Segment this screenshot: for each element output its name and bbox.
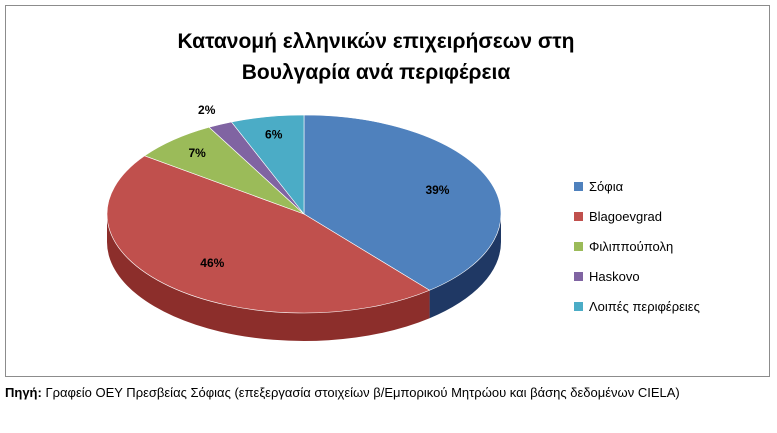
source-label: Πηγή: [5, 385, 42, 400]
chart-title-line-2: Βουλγαρία ανά περιφέρεια [241, 61, 511, 84]
data-label-3: 2% [198, 103, 216, 117]
data-labels: 39% 46% 7% 2% 6% [188, 103, 449, 270]
data-label-4: 6% [265, 127, 283, 141]
legend-swatch-2 [574, 241, 583, 251]
legend-label-4: Λοιπές περιφέρειες [589, 298, 700, 314]
legend-item-1: Blagoevgrad [574, 201, 700, 231]
data-label-2: 7% [188, 146, 206, 160]
legend: Σόφια Blagoevgrad Φιλιππούπολη Haskovo Λοιπέ… [574, 171, 700, 321]
source-note: Πηγή: Γραφείο ΟΕΥ Πρεσβείας Σόφιας (επεξ… [5, 384, 770, 401]
legend-label-0: Σόφια [589, 178, 624, 194]
pie-sides [106, 214, 501, 341]
pie-side-0 [429, 214, 501, 319]
legend-item-0: Σόφια [574, 171, 700, 201]
legend-swatch-3 [574, 271, 583, 281]
pie-side-1 [106, 214, 430, 341]
pie-slice-1 [106, 155, 431, 314]
chart-area: Κατανομή ελληνικών επιχειρήσεων στη Βουλ… [5, 5, 770, 377]
data-label-0: 39% [425, 183, 449, 197]
data-label-1: 46% [200, 256, 224, 270]
chart-title-line-1: Κατανομή ελληνικών επιχειρήσεων στη [177, 30, 575, 53]
pie-slice-0 [303, 114, 502, 291]
legend-swatch-1 [574, 211, 583, 221]
legend-label-3: Haskovo [589, 268, 640, 284]
legend-item-3: Haskovo [574, 261, 700, 291]
legend-swatch-0 [574, 181, 583, 191]
legend-swatch-4 [574, 301, 583, 311]
pie-chart: 39% 46% 7% 2% 6% [106, 103, 502, 341]
pie-tops [106, 114, 502, 314]
legend-item-2: Φιλιππούπολη [574, 231, 700, 261]
legend-label-1: Blagoevgrad [589, 208, 662, 224]
chart-title: Κατανομή ελληνικών επιχειρήσεων στη Βουλ… [6, 26, 746, 88]
source-text: Γραφείο ΟΕΥ Πρεσβείας Σόφιας (επεξεργασί… [41, 385, 680, 400]
legend-item-4: Λοιπές περιφέρειες [574, 291, 700, 321]
pie-slice-4 [230, 114, 305, 215]
legend-label-2: Φιλιππούπολη [589, 238, 674, 254]
